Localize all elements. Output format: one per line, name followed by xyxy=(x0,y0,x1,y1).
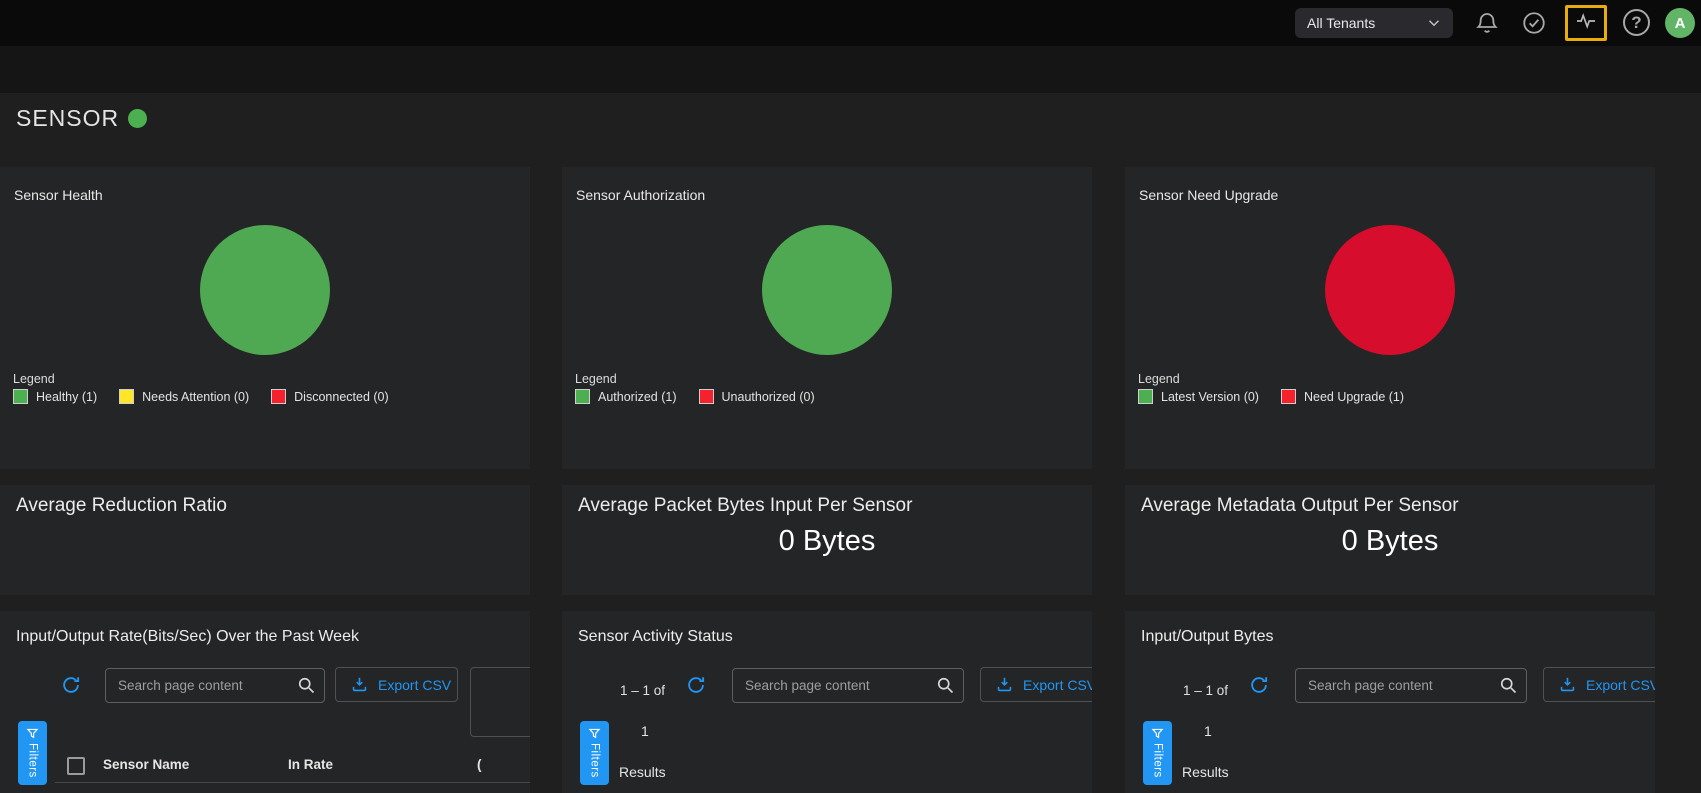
search-input[interactable] xyxy=(105,668,325,703)
page-title: SENSOR xyxy=(16,105,119,132)
results-label: Results xyxy=(1182,764,1229,780)
check-circle-icon[interactable] xyxy=(1521,10,1547,36)
refresh-button[interactable] xyxy=(684,674,708,698)
card-title: Sensor Health xyxy=(14,187,103,203)
legend-swatch xyxy=(271,389,286,404)
column-header-in-rate[interactable]: In Rate xyxy=(288,757,333,772)
card-average-metadata-output: Average Metadata Output Per Sensor 0 Byt… xyxy=(1125,485,1655,595)
column-header-sensor-name[interactable]: Sensor Name xyxy=(103,757,189,772)
search-box xyxy=(1295,668,1527,703)
avatar[interactable]: A xyxy=(1665,8,1695,38)
funnel-icon xyxy=(1151,727,1164,740)
legend-swatch xyxy=(13,389,28,404)
funnel-icon xyxy=(588,727,601,740)
sub-header-band xyxy=(0,46,1701,93)
legend-swatch xyxy=(699,389,714,404)
legend-title: Legend xyxy=(1138,372,1180,386)
dashboard: All Tenants ? A xyxy=(0,0,1701,793)
card-io-rate: Input/Output Rate(Bits/Sec) Over the Pas… xyxy=(0,611,530,793)
search-icon xyxy=(935,675,955,695)
pie-chart xyxy=(1325,225,1455,355)
legend-swatch xyxy=(1138,389,1153,404)
pie-chart xyxy=(200,225,330,355)
download-icon xyxy=(1558,675,1586,694)
legend: Healthy (1) Needs Attention (0) Disconne… xyxy=(13,389,411,404)
legend-swatch xyxy=(575,389,590,404)
legend-title: Legend xyxy=(575,372,617,386)
filters-tab[interactable]: Filters xyxy=(18,721,47,785)
card-sensor-activity-status: Sensor Activity Status 1 – 1 of Export C… xyxy=(562,611,1092,793)
page-status-dot xyxy=(128,109,147,128)
card-average-reduction-ratio: Average Reduction Ratio xyxy=(0,485,530,595)
activity-monitor-button[interactable] xyxy=(1565,5,1607,41)
card-title: Sensor Activity Status xyxy=(578,628,733,646)
legend: Authorized (1) Unauthorized (0) xyxy=(575,389,837,404)
download-icon xyxy=(995,675,1023,694)
search-input[interactable] xyxy=(1295,668,1527,703)
pagination-range: 1 – 1 of xyxy=(1183,683,1228,698)
card-title: Average Packet Bytes Input Per Sensor xyxy=(578,495,912,517)
card-title: Input/Output Bytes xyxy=(1141,628,1274,646)
export-csv-button[interactable]: Export CSV xyxy=(980,667,1092,702)
tenant-selector[interactable]: All Tenants xyxy=(1295,8,1453,38)
legend-item: Healthy (1) xyxy=(13,389,97,404)
legend-title: Legend xyxy=(13,372,55,386)
card-title: Average Metadata Output Per Sensor xyxy=(1141,495,1459,517)
card-title: Input/Output Rate(Bits/Sec) Over the Pas… xyxy=(16,628,359,646)
page-heading: SENSOR xyxy=(16,105,147,132)
pagination-range: 1 – 1 of xyxy=(620,683,665,698)
select-all-checkbox[interactable] xyxy=(67,757,85,775)
column-header-clipped[interactable]: ( xyxy=(477,757,482,772)
clipped-button[interactable] xyxy=(470,667,530,737)
legend-item: Needs Attention (0) xyxy=(119,389,249,404)
search-box xyxy=(732,668,964,703)
search-icon xyxy=(296,675,316,695)
chevron-down-icon xyxy=(1425,14,1443,32)
search-box xyxy=(105,668,325,703)
card-average-packet-bytes-input: Average Packet Bytes Input Per Sensor 0 … xyxy=(562,485,1092,595)
tenant-selector-value: All Tenants xyxy=(1307,15,1425,31)
legend: Latest Version (0) Need Upgrade (1) xyxy=(1138,389,1426,404)
header-divider xyxy=(55,782,530,783)
filters-tab[interactable]: Filters xyxy=(1143,721,1172,785)
top-bar: All Tenants ? A xyxy=(0,0,1701,46)
result-count: 1 xyxy=(1204,723,1212,739)
legend-item: Authorized (1) xyxy=(575,389,677,404)
card-title: Sensor Need Upgrade xyxy=(1139,187,1278,203)
legend-swatch xyxy=(119,389,134,404)
search-input[interactable] xyxy=(732,668,964,703)
pie-chart xyxy=(762,225,892,355)
export-csv-button[interactable]: Export CSV xyxy=(335,667,458,702)
card-sensor-health: Sensor Health Legend Healthy (1) Needs A… xyxy=(0,167,530,469)
download-icon xyxy=(350,675,378,694)
metric-value: 0 Bytes xyxy=(1125,525,1655,558)
card-io-bytes: Input/Output Bytes 1 – 1 of Export CSV xyxy=(1125,611,1655,793)
refresh-button[interactable] xyxy=(59,674,83,698)
bell-icon[interactable] xyxy=(1474,10,1500,36)
help-icon[interactable]: ? xyxy=(1623,9,1650,36)
card-title: Average Reduction Ratio xyxy=(16,495,227,517)
legend-item: Unauthorized (0) xyxy=(699,389,815,404)
card-sensor-need-upgrade: Sensor Need Upgrade Legend Latest Versio… xyxy=(1125,167,1655,469)
export-csv-button[interactable]: Export CSV xyxy=(1543,667,1655,702)
funnel-icon xyxy=(26,727,39,740)
result-count: 1 xyxy=(641,723,649,739)
metric-value: 0 Bytes xyxy=(562,525,1092,558)
card-title: Sensor Authorization xyxy=(576,187,705,203)
pulse-icon xyxy=(1574,9,1598,38)
legend-item: Latest Version (0) xyxy=(1138,389,1259,404)
legend-swatch xyxy=(1281,389,1296,404)
filters-tab[interactable]: Filters xyxy=(580,721,609,785)
results-label: Results xyxy=(619,764,666,780)
card-sensor-authorization: Sensor Authorization Legend Authorized (… xyxy=(562,167,1092,469)
legend-item: Need Upgrade (1) xyxy=(1281,389,1404,404)
refresh-button[interactable] xyxy=(1247,674,1271,698)
search-icon xyxy=(1498,675,1518,695)
legend-item: Disconnected (0) xyxy=(271,389,389,404)
